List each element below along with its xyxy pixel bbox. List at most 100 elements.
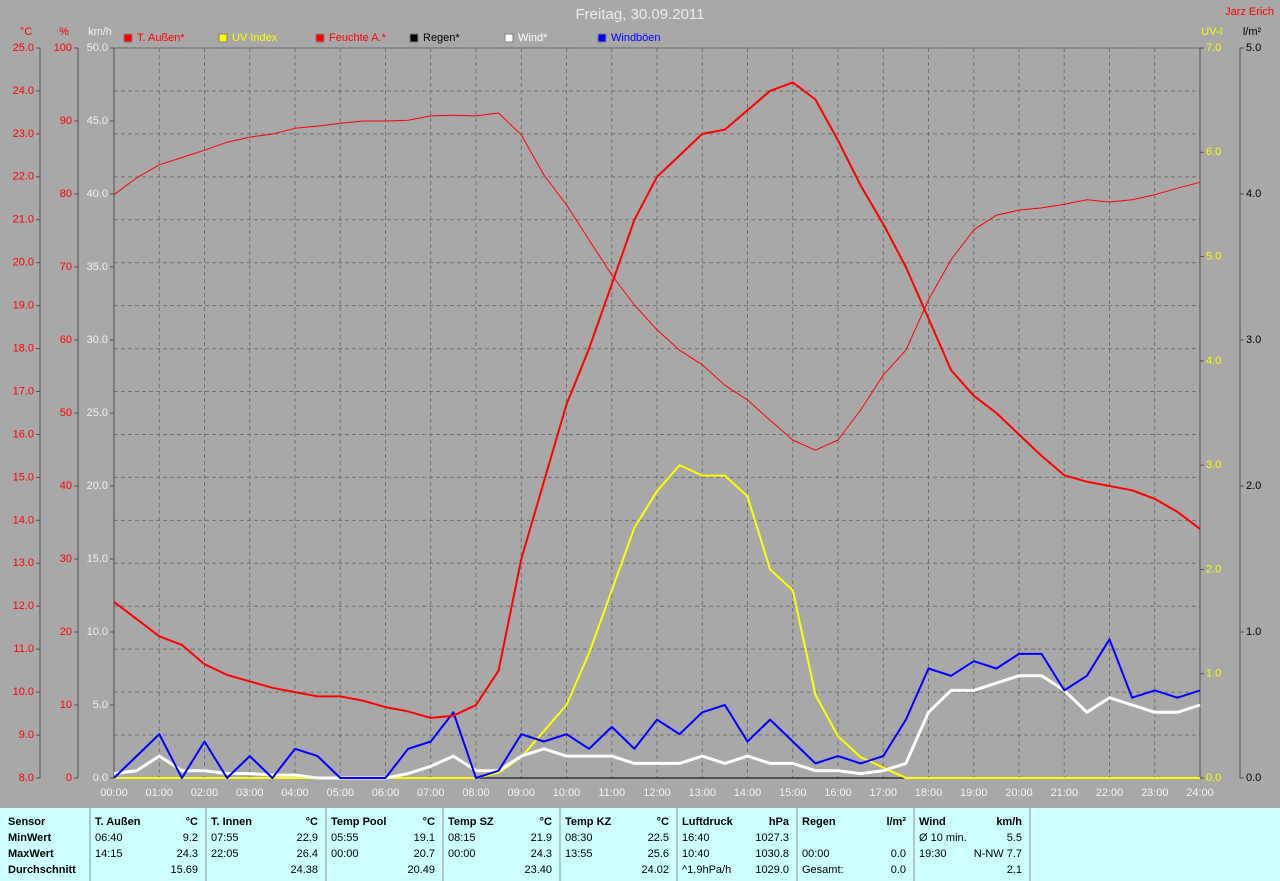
column-header: Temp Pool bbox=[331, 816, 386, 828]
y-tick-label: 0.0 bbox=[1246, 772, 1261, 784]
cell: 1030.8 bbox=[755, 848, 789, 860]
legend-label: Windböen bbox=[611, 32, 661, 44]
legend-swatch bbox=[315, 33, 325, 43]
stats-body: Sensor MinWert MaxWert Durchschnitt T. Außen… bbox=[8, 808, 1031, 881]
column-header: Temp SZ bbox=[448, 816, 494, 828]
author: Jarz Erich bbox=[1225, 6, 1274, 18]
y-tick-label: 4.0 bbox=[1246, 188, 1261, 200]
y-tick-label: 3.0 bbox=[1206, 459, 1221, 471]
row-header: MaxWert bbox=[8, 848, 54, 860]
x-tick-label: 20:00 bbox=[1005, 787, 1033, 799]
column-unit: km/h bbox=[996, 816, 1022, 828]
column-unit: °C bbox=[540, 816, 552, 828]
legend-swatch bbox=[123, 33, 133, 43]
cell: 24.3 bbox=[177, 848, 198, 860]
cell: 0.0 bbox=[891, 864, 906, 876]
cell: 08:30 bbox=[565, 832, 593, 844]
cell: 00:00 bbox=[802, 848, 830, 860]
cell: 16:40 bbox=[682, 832, 710, 844]
cell: 24.3 bbox=[531, 848, 552, 860]
cell: 26.4 bbox=[297, 848, 318, 860]
cell: 07:55 bbox=[211, 832, 239, 844]
y-tick-label: 12.0 bbox=[13, 600, 34, 612]
y-tick-label: 5.0 bbox=[93, 699, 108, 711]
y-tick-label: 45.0 bbox=[87, 115, 108, 127]
cell: ^1.9hPa/h bbox=[682, 864, 731, 876]
x-tick-label: 15:00 bbox=[779, 787, 807, 799]
y-tick-label: 30.0 bbox=[87, 334, 108, 346]
row-header: Durchschnitt bbox=[8, 864, 76, 876]
y-tick-label: 20.0 bbox=[87, 480, 108, 492]
legend-label: Regen* bbox=[423, 32, 460, 44]
x-tick-label: 10:00 bbox=[553, 787, 581, 799]
x-tick-label: 24:00 bbox=[1186, 787, 1214, 799]
cell: 19.1 bbox=[414, 832, 435, 844]
legend-label: UV Index bbox=[232, 32, 278, 44]
cell: 1029.0 bbox=[755, 864, 789, 876]
cell: N-NW 7.7 bbox=[974, 848, 1022, 860]
cell: 08:15 bbox=[448, 832, 476, 844]
y-tick-label: 2.0 bbox=[1246, 480, 1261, 492]
x-tick-label: 06:00 bbox=[372, 787, 400, 799]
y-tick-label: 10.0 bbox=[87, 626, 108, 638]
series-line bbox=[113, 112, 1201, 451]
x-tick-label: 17:00 bbox=[869, 787, 897, 799]
series-line bbox=[113, 81, 1201, 719]
y-tick-label: 5.0 bbox=[1206, 250, 1221, 262]
y-tick-label: 11.0 bbox=[13, 643, 34, 655]
cell: 13:55 bbox=[565, 848, 593, 860]
y-tick-label: 35.0 bbox=[87, 261, 108, 273]
y-tick-label: 30 bbox=[60, 553, 72, 565]
cell: Ø 10 min. bbox=[919, 832, 967, 844]
cell: 22.9 bbox=[297, 832, 318, 844]
y-tick-label: 13.0 bbox=[13, 557, 34, 569]
y-tick-label: 1.0 bbox=[1246, 626, 1261, 638]
x-tick-label: 01:00 bbox=[145, 787, 173, 799]
y-tick-label: 50.0 bbox=[87, 42, 108, 54]
x-tick-label: 16:00 bbox=[824, 787, 852, 799]
cell: 22:05 bbox=[211, 848, 239, 860]
cell: 9.2 bbox=[183, 832, 198, 844]
legend-label: T. Außen* bbox=[137, 32, 185, 44]
y-tick-label: 20.0 bbox=[13, 257, 34, 269]
axis-unit: % bbox=[59, 26, 69, 38]
cell: Gesamt: bbox=[802, 864, 844, 876]
cell: 24.02 bbox=[641, 864, 669, 876]
cell: 14:15 bbox=[95, 848, 123, 860]
cell: 19:30 bbox=[919, 848, 947, 860]
y-tick-label: 0 bbox=[66, 772, 72, 784]
column-header: Regen bbox=[802, 816, 836, 828]
y-tick-label: 25.0 bbox=[13, 42, 34, 54]
legend-swatch bbox=[597, 33, 607, 43]
y-tick-label: 60 bbox=[60, 334, 72, 346]
column-unit: °C bbox=[657, 816, 669, 828]
x-tick-label: 23:00 bbox=[1141, 787, 1169, 799]
cell: 25.6 bbox=[648, 848, 669, 860]
stats-table bbox=[0, 808, 1280, 881]
y-tick-label: 15.0 bbox=[13, 471, 34, 483]
cell: 15.69 bbox=[170, 864, 198, 876]
column-header: T. Innen bbox=[211, 816, 252, 828]
x-tick-label: 21:00 bbox=[1050, 787, 1078, 799]
series-line bbox=[114, 464, 1200, 779]
cell: 24.38 bbox=[290, 864, 318, 876]
y-tick-label: 5.0 bbox=[1246, 42, 1261, 54]
column-unit: °C bbox=[186, 816, 198, 828]
y-tick-label: 21.0 bbox=[13, 214, 34, 226]
cell: 23.40 bbox=[524, 864, 552, 876]
cell: 22.5 bbox=[648, 832, 669, 844]
legend-swatch bbox=[409, 33, 419, 43]
x-tick-label: 04:00 bbox=[281, 787, 309, 799]
column-unit: °C bbox=[423, 816, 435, 828]
y-tick-label: 80 bbox=[60, 188, 72, 200]
column-header: T. Außen bbox=[95, 816, 141, 828]
axis-unit: km/h bbox=[88, 26, 112, 38]
x-tick-label: 18:00 bbox=[915, 787, 943, 799]
y-tick-label: 19.0 bbox=[13, 300, 34, 312]
y-tick-label: 8.0 bbox=[19, 772, 34, 784]
cell: 20.7 bbox=[414, 848, 435, 860]
y-tick-label: 1.0 bbox=[1206, 668, 1221, 680]
row-header: MinWert bbox=[8, 832, 52, 844]
axis-unit: °C bbox=[20, 26, 32, 38]
